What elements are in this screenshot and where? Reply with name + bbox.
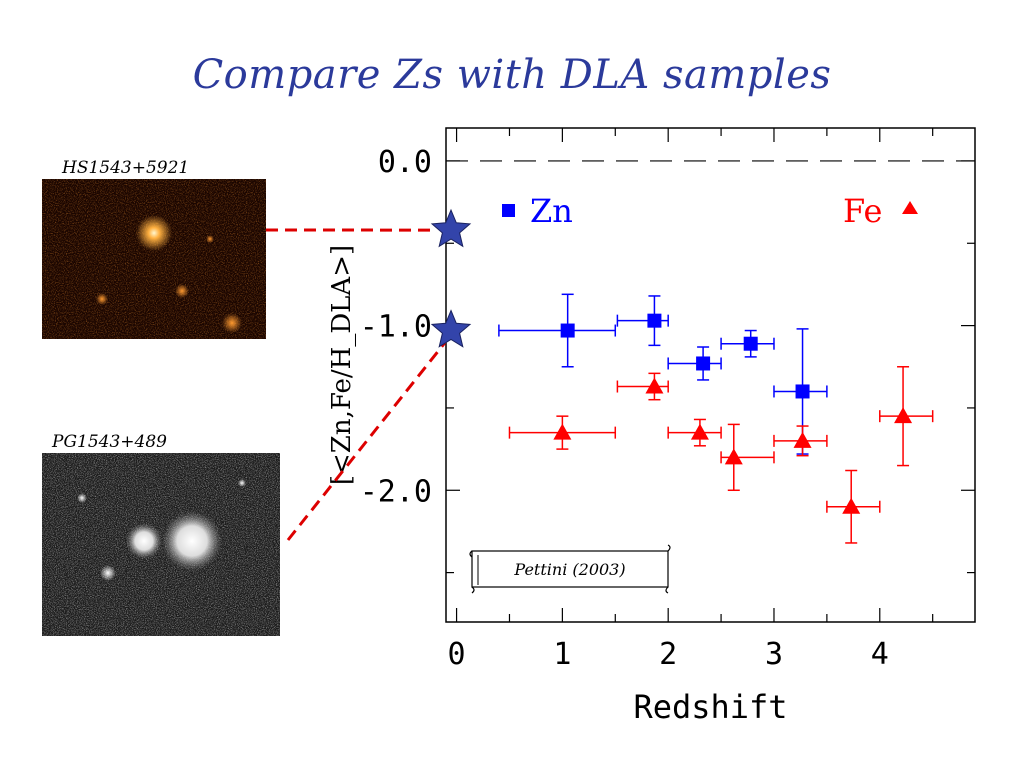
data-point-zn (667, 346, 722, 381)
data-point-fe (508, 415, 617, 450)
square-marker (696, 356, 711, 371)
square-marker (647, 313, 662, 328)
data-point-fe (826, 469, 881, 544)
square-marker (560, 323, 575, 338)
triangle-marker (553, 423, 572, 440)
data-point-fe (773, 425, 828, 457)
plot-frame (445, 127, 976, 623)
y-tick-label: -2.0 (360, 474, 432, 509)
data-point-zn (773, 328, 828, 455)
x-axis-label: Redshift (633, 688, 787, 726)
image-label-hs1543: HS1543+5921 (62, 158, 190, 178)
data-point-fe (720, 423, 775, 492)
connector-line-pg1543 (286, 341, 447, 541)
triangle-marker (724, 448, 743, 465)
y-axis-label: [<Zn,Fe/H_DLA>] (327, 245, 357, 485)
x-tick-label: 3 (765, 637, 783, 672)
data-point-fe (879, 366, 934, 467)
star-marker-pg1543 (430, 309, 472, 348)
image-label-pg1543: PG1543+489 (52, 432, 167, 452)
square-marker (795, 384, 810, 399)
legend-marker-fe (902, 201, 918, 214)
data-point-zn (498, 293, 617, 368)
citation-box: Pettini (2003) (469, 544, 671, 594)
triangle-marker (645, 377, 664, 394)
triangle-marker (793, 431, 812, 448)
x-tick-label: 1 (553, 637, 571, 672)
y-tick-label: 0.0 (378, 145, 432, 180)
triangle-marker (690, 423, 709, 440)
citation-frame (471, 550, 669, 588)
triangle-marker (894, 407, 913, 424)
x-tick-label: 0 (448, 637, 466, 672)
slide-title: Compare Zs with DLA samples (192, 52, 832, 98)
x-tick-label: 4 (871, 637, 889, 672)
legend-label-zn: Zn (530, 192, 573, 230)
legend-label-fe: Fe (843, 192, 882, 230)
star-marker-hs1543 (430, 208, 472, 248)
citation-curl (469, 544, 671, 594)
legend-marker-zn (502, 204, 515, 217)
data-point-fe (667, 418, 722, 447)
data-point-fe (616, 372, 669, 401)
x-tick-label: 2 (659, 637, 677, 672)
y-tick-label: -1.0 (360, 310, 432, 345)
galaxy-image-orange-icon (42, 179, 266, 339)
citation-text: Pettini (2003) (513, 560, 625, 579)
triangle-marker (842, 497, 861, 514)
data-point-zn (616, 295, 669, 347)
galaxy-image-gray-icon (42, 453, 280, 636)
square-marker (743, 336, 758, 351)
data-point-zn (720, 329, 775, 358)
